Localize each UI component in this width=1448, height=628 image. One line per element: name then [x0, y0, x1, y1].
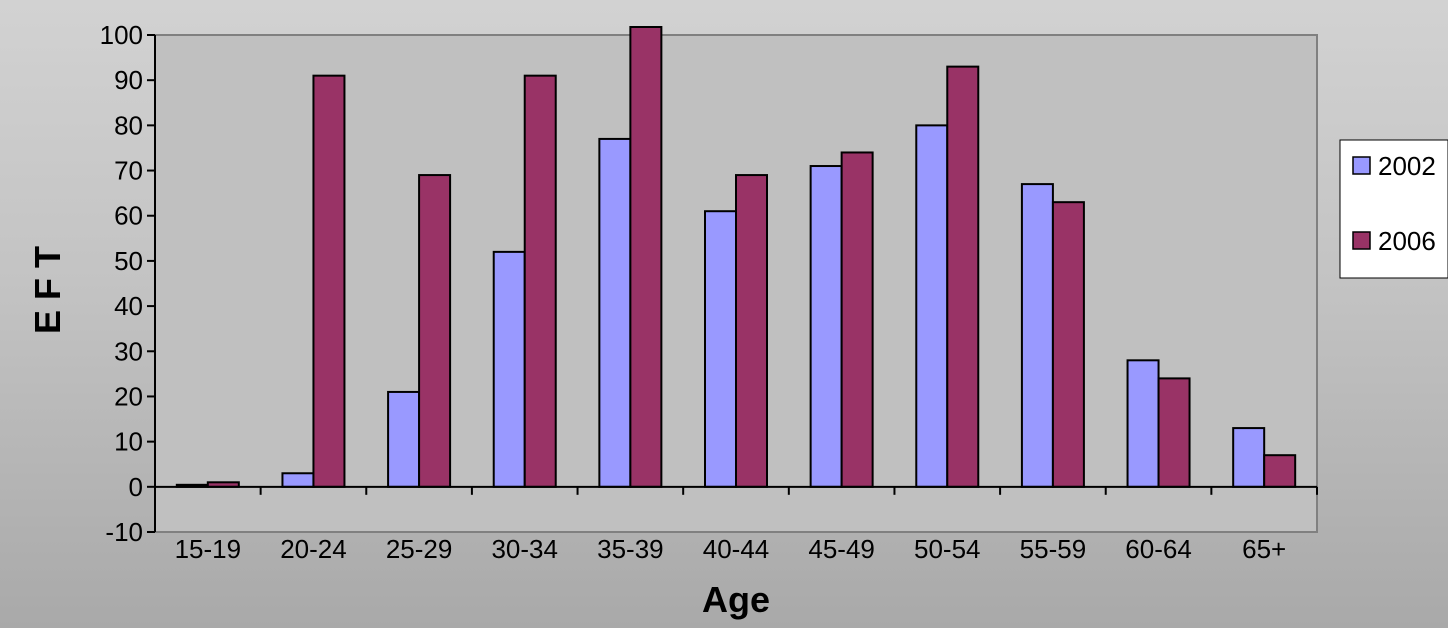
x-tick-label: 40-44: [703, 534, 770, 564]
y-tick-label: -10: [105, 517, 143, 547]
bar-2006-25-29: [418, 174, 452, 488]
legend-label-2002: 2002: [1378, 151, 1436, 181]
legend-label-2006: 2006: [1378, 226, 1436, 256]
bar-2006-50-54: [946, 65, 980, 488]
bar-2002-65+: [1232, 427, 1266, 488]
bar-2002-60-64: [1126, 359, 1160, 488]
y-tick-label: 70: [114, 156, 143, 186]
bar-2006-30-34: [523, 74, 557, 488]
x-tick-label: 30-34: [491, 534, 558, 564]
bars-group: [175, 26, 1297, 488]
y-tick-label: 60: [114, 201, 143, 231]
bar-2002-40-44: [704, 210, 737, 488]
legend-swatch-2002: [1352, 156, 1371, 175]
bar-2006-45-49: [840, 151, 874, 488]
x-tick-label: 20-24: [280, 534, 347, 564]
legend: 2002 2006: [1339, 139, 1448, 279]
y-tick-label: 50: [114, 246, 143, 276]
bar-2006-20-24: [312, 74, 346, 488]
x-tick-label: 35-39: [597, 534, 664, 564]
x-tick-label: 45-49: [808, 534, 875, 564]
bar-2002-50-54: [915, 124, 949, 488]
bar-2002-25-29: [387, 390, 421, 488]
x-tick-label: 65+: [1242, 534, 1286, 564]
bar-2006-55-59: [1051, 201, 1085, 488]
y-tick-label: 10: [114, 427, 143, 457]
x-tick-label: 50-54: [914, 534, 981, 564]
bar-2006-65+: [1263, 454, 1297, 488]
y-tick-label: 20: [114, 381, 143, 411]
x-axis-title: Age: [702, 579, 770, 620]
y-axis-title: E F T: [27, 246, 68, 334]
legend-swatch-2006: [1352, 231, 1371, 250]
bar-2006-60-64: [1157, 377, 1191, 488]
y-tick-label: 0: [129, 472, 143, 502]
y-tick-label: 100: [100, 20, 143, 50]
x-tick-label: 15-19: [175, 534, 242, 564]
bar-2002-20-24: [281, 472, 315, 488]
bar-2006-40-44: [735, 174, 768, 488]
bar-2006-35-39: [629, 26, 663, 488]
axes-group: -10 0 10 20 30 40 50 60 70 80 90 100 15-19 20-24 25-29…: [100, 20, 1318, 564]
y-tick-label: 90: [114, 65, 143, 95]
y-tick-label: 30: [114, 336, 143, 366]
y-tick-label: 80: [114, 110, 143, 140]
x-tick-label: 60-64: [1125, 534, 1192, 564]
y-tick-label: 40: [114, 291, 143, 321]
x-tick-label: 55-59: [1020, 534, 1087, 564]
bar-2002-45-49: [809, 165, 843, 488]
bar-2002-30-34: [492, 250, 526, 488]
bar-2002-35-39: [598, 137, 632, 488]
x-tick-label: 25-29: [386, 534, 453, 564]
bar-2002-55-59: [1020, 183, 1054, 488]
